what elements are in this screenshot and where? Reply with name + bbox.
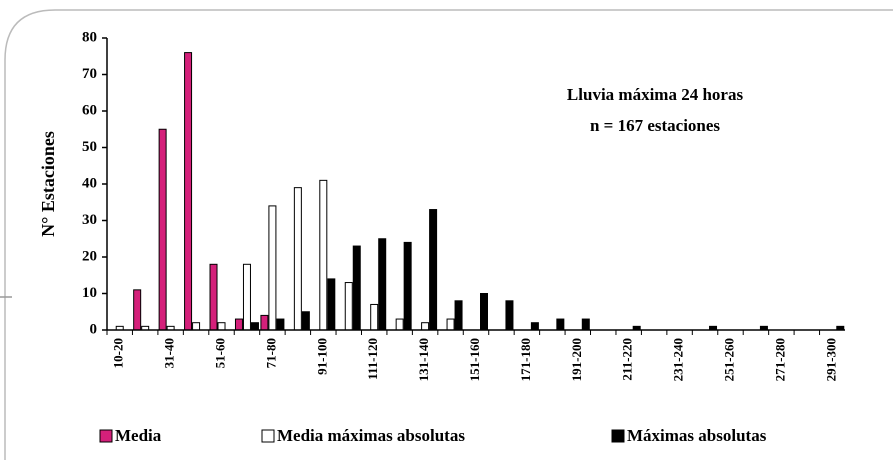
bar [505, 300, 514, 331]
bar [395, 318, 404, 331]
bar [250, 322, 259, 331]
bar [293, 187, 302, 331]
bar [217, 322, 226, 331]
frame [4, 9, 893, 460]
bar [158, 128, 167, 331]
legend-swatch [261, 429, 275, 443]
x-tick-label: 111-120 [365, 338, 380, 380]
legend-label: Media [115, 426, 162, 445]
bar [370, 303, 379, 331]
x-tick-label: 51-60 [213, 338, 228, 368]
y-tick-label: 80 [82, 29, 97, 45]
bar [209, 263, 218, 331]
bar [184, 52, 193, 331]
legend-swatch [99, 429, 113, 443]
legend-swatch [611, 429, 625, 443]
y-tick-label: 40 [82, 175, 97, 191]
y-tick-label: 0 [90, 321, 98, 337]
bar [268, 205, 277, 331]
bar [327, 278, 336, 331]
x-tick-label: 131-140 [416, 338, 431, 381]
y-tick-label: 30 [82, 212, 97, 228]
bar [446, 318, 455, 331]
x-tick-label: 211-220 [620, 338, 635, 381]
bar [242, 263, 251, 331]
x-tick-label: 91-100 [314, 338, 329, 375]
bar [319, 179, 328, 331]
y-tick-label: 70 [82, 66, 97, 82]
bar [133, 289, 142, 331]
bar [454, 300, 463, 331]
x-tick-label: 191-200 [569, 338, 584, 381]
bar [234, 318, 243, 331]
bar [556, 318, 565, 331]
y-tick-label: 20 [82, 248, 97, 264]
bar [480, 293, 488, 331]
x-tick-label: 71-80 [263, 338, 278, 368]
bar [192, 322, 201, 331]
x-tick-label: 231-240 [671, 338, 686, 381]
bar [403, 241, 412, 331]
y-axis-label: N° Estaciones [38, 131, 58, 237]
bar [581, 318, 590, 331]
x-tick-label: 151-160 [467, 338, 482, 381]
y-tick-label: 50 [82, 139, 97, 155]
annotation: Lluvia máxima 24 horas [567, 85, 744, 104]
x-tick-label: 251-260 [721, 338, 736, 381]
bar [260, 314, 269, 331]
x-tick-label: 271-280 [772, 338, 787, 381]
legend-label: Máximas absolutas [627, 426, 767, 445]
bar [421, 322, 430, 331]
bar [344, 282, 353, 331]
bar [429, 209, 438, 331]
x-tick-label: 31-40 [162, 338, 177, 368]
annotation: n = 167 estaciones [590, 116, 720, 135]
y-tick-label: 10 [82, 285, 97, 301]
bar [352, 245, 361, 331]
x-tick-label: 10-20 [111, 338, 126, 368]
x-tick-label: 291-300 [823, 338, 838, 381]
x-tick-label: 171-180 [518, 338, 533, 381]
bar [276, 318, 285, 331]
bar [530, 322, 539, 331]
bar [378, 238, 387, 331]
legend-label: Media máximas absolutas [277, 426, 465, 445]
y-tick-label: 60 [82, 102, 97, 118]
bar [301, 311, 310, 331]
